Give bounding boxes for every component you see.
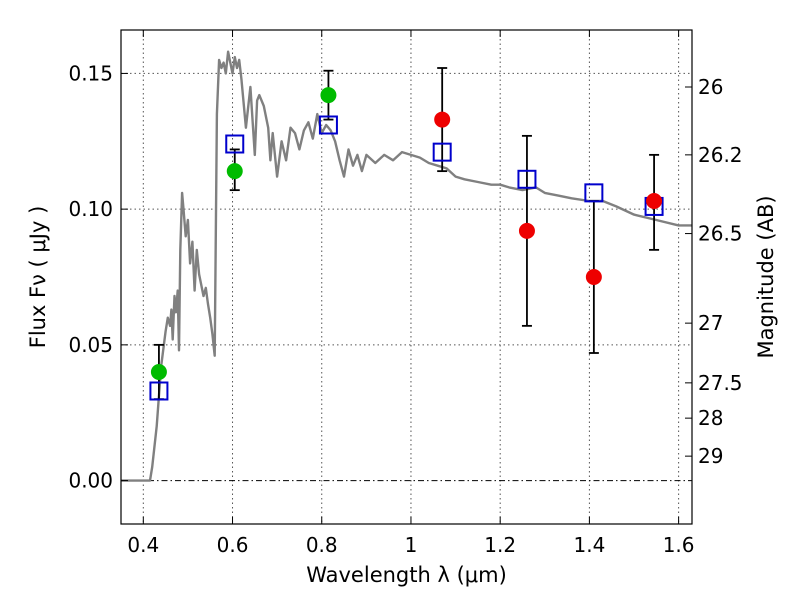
x-tick-label: 1.4	[573, 533, 605, 557]
y2-tick-label: 26.2	[698, 143, 743, 167]
observed-flux-point	[226, 163, 243, 180]
x-tick-label: 0.4	[127, 533, 159, 557]
observed-flux-point	[585, 269, 602, 285]
model-band-square	[225, 134, 245, 154]
y2-tick-label: 29	[698, 444, 723, 468]
y2-tick-label: 28	[698, 406, 723, 430]
model-band-square	[149, 381, 169, 401]
series-group	[121, 50, 692, 482]
y-tick-label: 0.10	[68, 197, 113, 221]
y-axis-label: Flux Fν ( μJy )	[26, 206, 50, 349]
observed-flux-point	[518, 222, 535, 239]
observed-flux-point	[646, 193, 663, 209]
axis-ticks: 0.4 0.6 0.8 1 1.2 1.4 1.6 0.00 0.05 0.10 0.15 26 26.…	[68, 30, 743, 557]
y-tick-label: 0.05	[68, 333, 113, 357]
y2-tick-label: 26	[698, 75, 723, 99]
grid-lines	[121, 30, 692, 524]
observed-flux-point	[150, 364, 167, 380]
model-band-square	[584, 183, 604, 203]
y2-tick-label: 26.5	[698, 222, 743, 246]
model-band-square	[318, 115, 338, 135]
observed-flux-point	[320, 87, 337, 104]
observed-flux-point	[434, 111, 451, 128]
x-axis-label: Wavelength λ (μm)	[306, 563, 507, 587]
x-tick-label: 1.6	[663, 533, 695, 557]
plot-area	[121, 50, 692, 482]
x-tick-label: 1	[405, 533, 418, 557]
y-tick-label: 0.15	[68, 61, 113, 85]
y2-axis-label: Magnitude (AB)	[754, 195, 778, 358]
x-tick-label: 1.2	[484, 533, 516, 557]
model-band-square	[517, 169, 537, 189]
x-tick-label: 0.8	[306, 533, 338, 557]
y2-tick-label: 27	[698, 311, 723, 335]
x-tick-label: 0.6	[217, 533, 249, 557]
plot-frame	[120, 29, 693, 525]
y-tick-label: 0.00	[68, 469, 113, 493]
model-spectrum-line	[121, 50, 692, 482]
y2-tick-label: 27.5	[698, 371, 743, 395]
model-band-square	[432, 142, 452, 162]
